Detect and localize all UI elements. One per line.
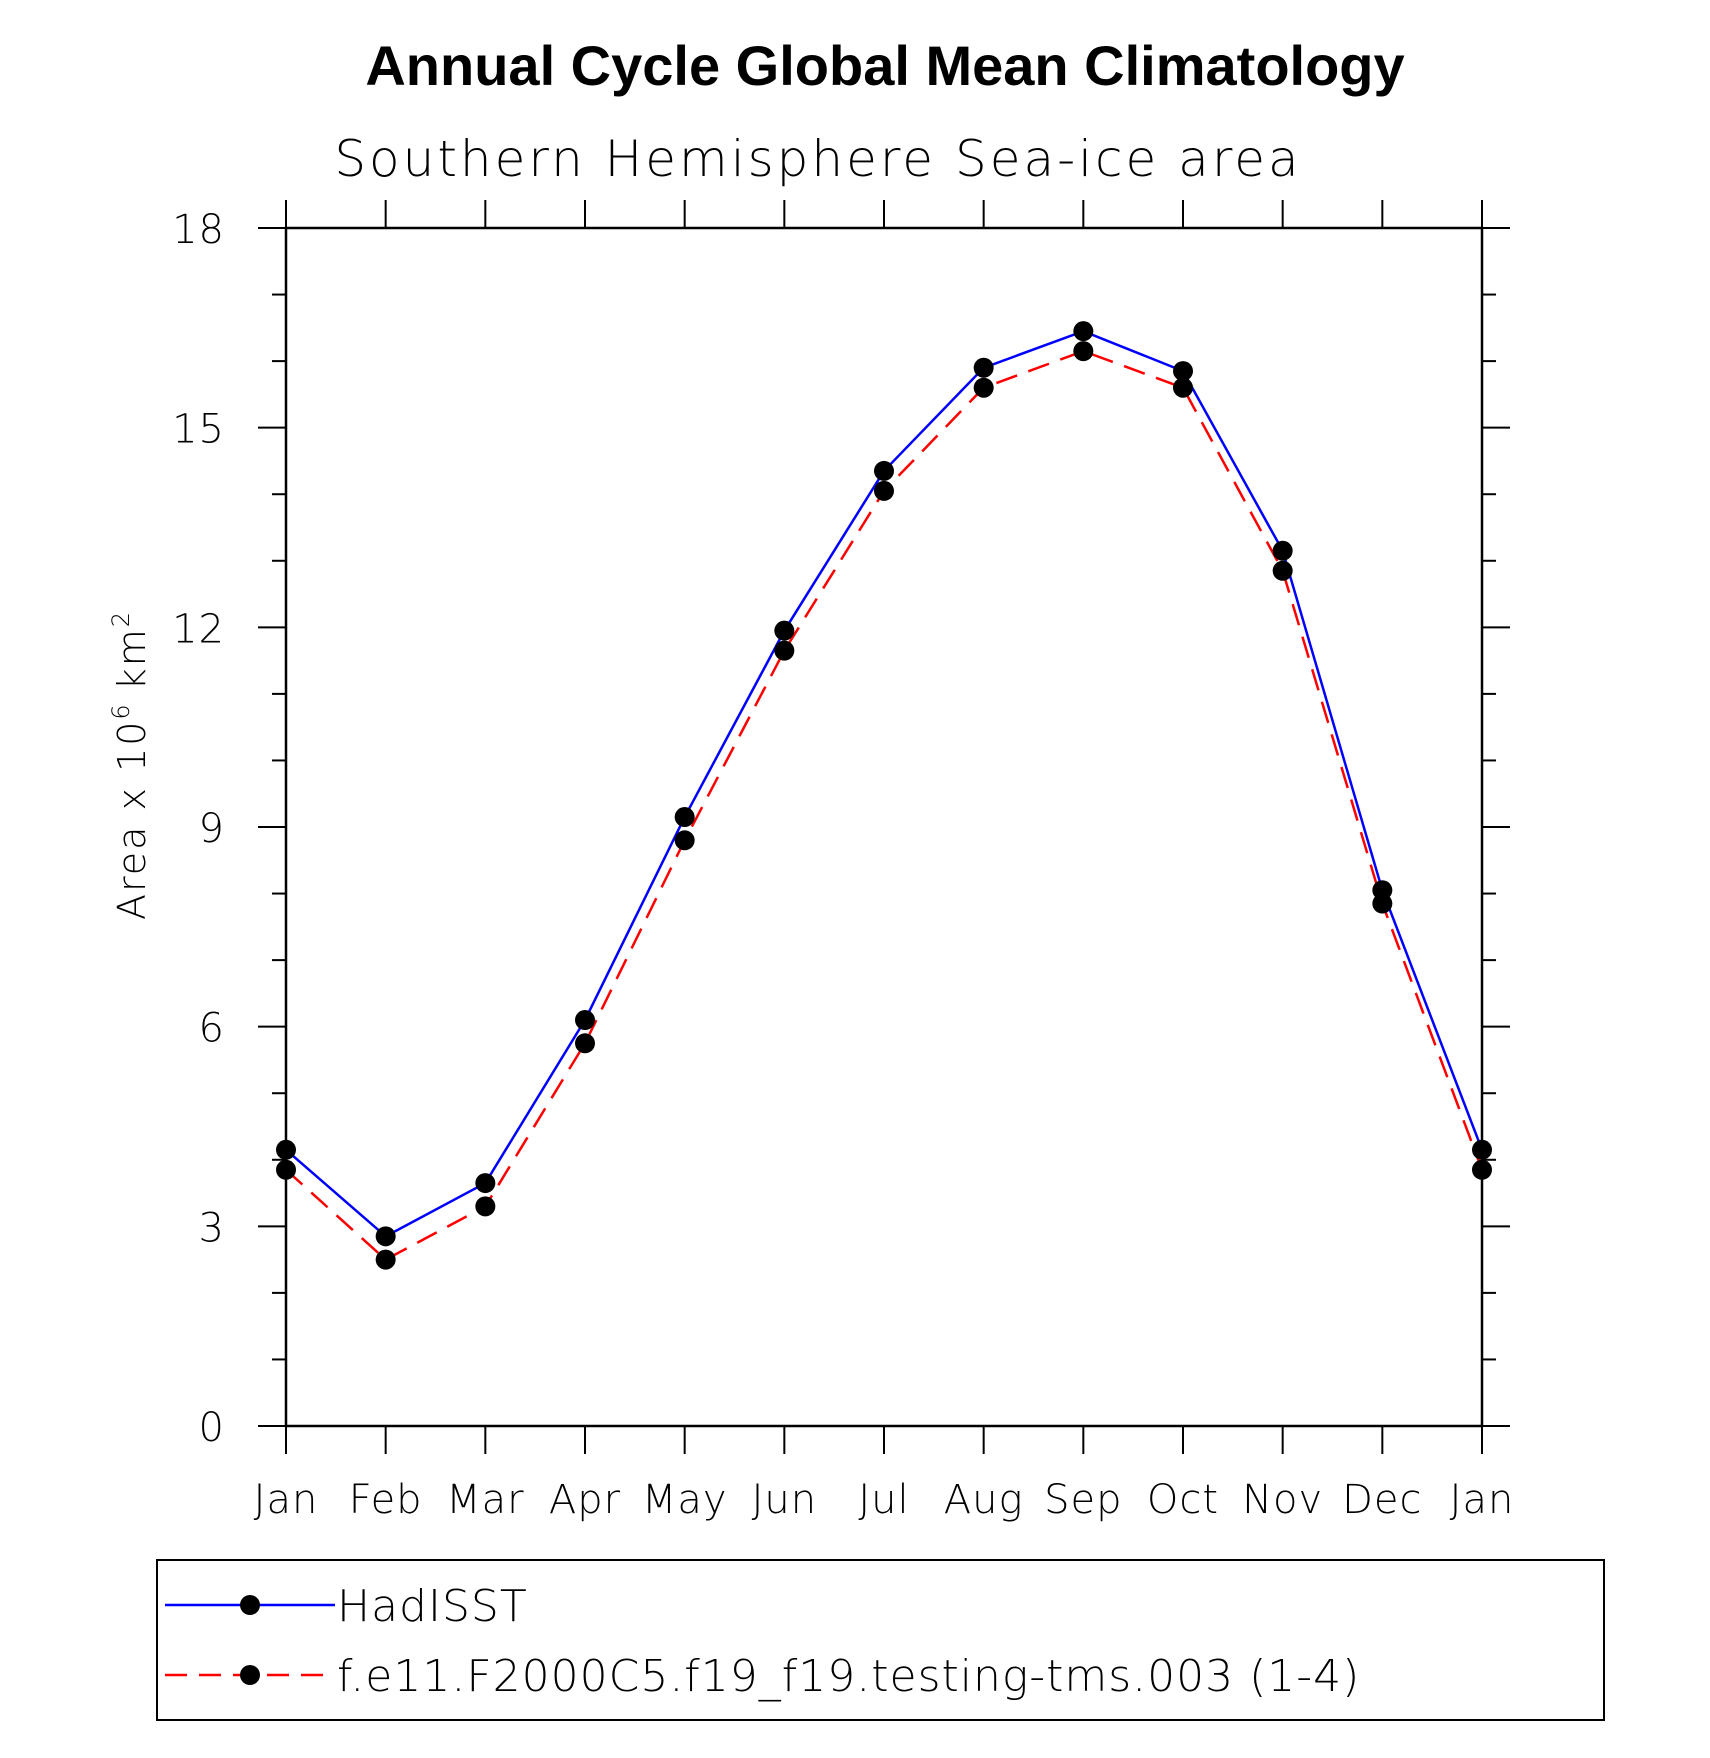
series-1-point xyxy=(1472,1159,1492,1180)
series-1-point xyxy=(1372,893,1393,914)
series-1-point xyxy=(575,1033,595,1054)
x-axis-ticks: Jan Feb Mar Apr May Jun Jul Aug Sep Oct Nov Dec Jan xyxy=(254,200,1515,1523)
series-0-point xyxy=(1272,540,1293,561)
y-tick-label: 15 xyxy=(172,407,225,453)
x-tick-label: Jan xyxy=(1450,1477,1515,1523)
y-axis-label-text: Area x 10 xyxy=(110,720,154,920)
series-0-point xyxy=(973,357,994,378)
y-tick-label: 12 xyxy=(172,606,225,652)
series-0-point xyxy=(575,1010,595,1031)
y-axis-label-exponent: 6 xyxy=(107,702,135,719)
series-1-point xyxy=(375,1249,396,1270)
series-1-point xyxy=(973,377,994,398)
legend: HadISST f.e11.F2000C5.f19_f19.testing-tm… xyxy=(156,1559,1605,1721)
series-1-point xyxy=(1073,341,1094,362)
series-0-point xyxy=(276,1139,296,1160)
series-0-point xyxy=(674,807,695,828)
x-tick-label: Sep xyxy=(1044,1477,1122,1523)
series-1-point xyxy=(1272,560,1293,581)
x-tick-label: Nov xyxy=(1242,1477,1323,1523)
y-tick-label: 9 xyxy=(199,806,225,852)
y-axis-label-unit-exponent: 2 xyxy=(107,610,135,627)
x-tick-label: Feb xyxy=(349,1477,423,1523)
series-0-point xyxy=(874,460,894,481)
series-0-point xyxy=(1073,321,1094,342)
series-1-point xyxy=(874,480,894,501)
series-0-point xyxy=(375,1226,396,1247)
series-0-point xyxy=(1173,361,1193,382)
plot-frame xyxy=(284,226,1484,1428)
legend-label-model: f.e11.F2000C5.f19_f19.testing-tms.003 (1… xyxy=(337,1651,1360,1702)
y-tick-label: 3 xyxy=(199,1205,225,1251)
y-tick-label: 0 xyxy=(199,1405,225,1451)
series-1-point xyxy=(774,640,795,661)
x-tick-label: Oct xyxy=(1147,1477,1219,1523)
x-tick-label: Mar xyxy=(446,1477,524,1523)
x-tick-label: Apr xyxy=(549,1477,621,1523)
series-layer xyxy=(276,321,1492,1270)
x-tick-label: Jan xyxy=(254,1477,319,1523)
chart-subtitle: Southern Hemisphere Sea-ice area xyxy=(334,130,1301,188)
y-tick-label: 18 xyxy=(172,207,225,253)
x-tick-label: May xyxy=(642,1477,728,1523)
series-0-point xyxy=(475,1173,496,1194)
x-tick-label: Dec xyxy=(1342,1477,1422,1523)
series-1-point xyxy=(276,1159,296,1180)
x-tick-label: Jun xyxy=(752,1477,818,1523)
series-0-point xyxy=(774,620,795,641)
x-tick-label: Aug xyxy=(944,1477,1024,1523)
series-1-point xyxy=(475,1196,496,1217)
series-1-point xyxy=(1173,377,1193,398)
x-tick-label: Jul xyxy=(858,1477,909,1523)
y-tick-label: 6 xyxy=(199,1006,225,1052)
legend-marker-model xyxy=(240,1665,260,1685)
series-0-point xyxy=(1472,1139,1492,1160)
y-axis-label: Area x 106 km2 xyxy=(107,610,154,920)
y-axis-ticks: 0 3 6 9 12 15 18 xyxy=(172,207,1510,1451)
y-axis-label-unit: km xyxy=(110,627,154,690)
chart-title: Annual Cycle Global Mean Climatology xyxy=(365,34,1404,97)
legend-box xyxy=(156,1559,1605,1721)
series-1-point xyxy=(674,830,695,851)
plot-axes xyxy=(284,226,1484,1428)
legend-marker-hadisst xyxy=(240,1595,260,1615)
legend-label-hadisst: HadISST xyxy=(337,1581,528,1632)
